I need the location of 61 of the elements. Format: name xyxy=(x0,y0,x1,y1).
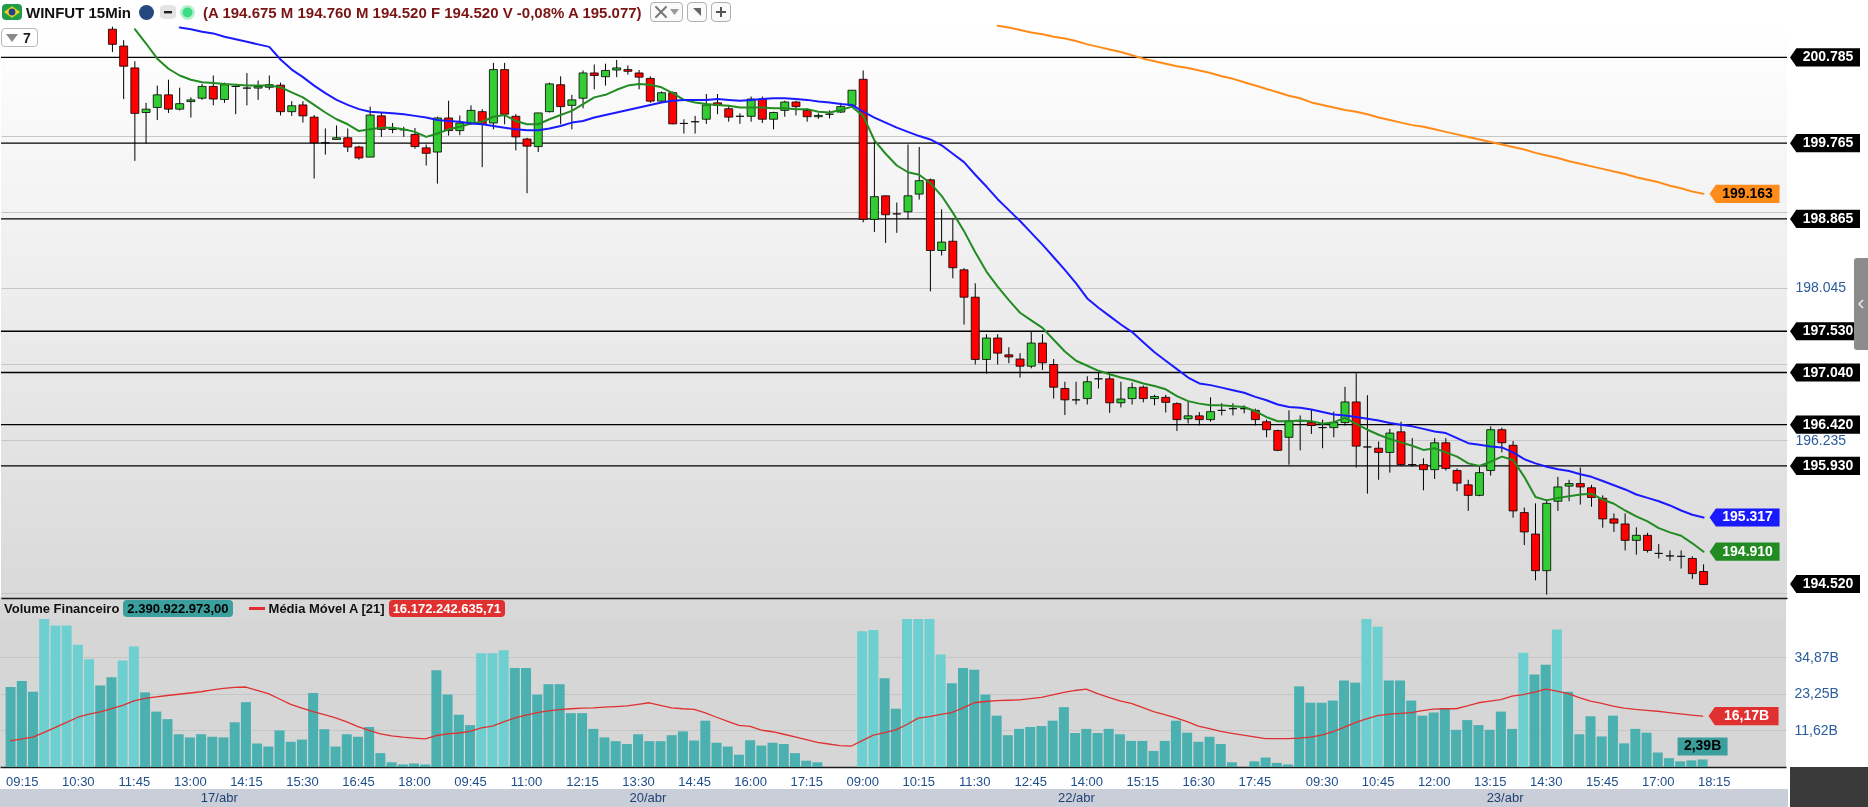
data-label: 199.163 xyxy=(1722,184,1774,201)
y-tick-label: 196.235 xyxy=(1795,431,1847,448)
x-tick-label: 11:45 xyxy=(118,773,151,789)
text: 20/abr xyxy=(629,790,667,805)
y-tick-label: 11,62B xyxy=(1794,721,1838,738)
ref-line-label: 195.930 xyxy=(1802,456,1854,473)
x-tick-label: 15:45 xyxy=(1585,773,1619,789)
x-tick-label: 10:45 xyxy=(1361,773,1395,789)
x-tick-label: 15:15 xyxy=(1126,773,1160,789)
x-tick-label: 18:00 xyxy=(398,773,431,789)
x-tick-label: 17:00 xyxy=(1641,773,1675,789)
x-tick-label: 12:45 xyxy=(1014,773,1048,789)
x-tick-label: 16:00 xyxy=(734,773,767,789)
x-tick-label: 11:30 xyxy=(958,773,991,789)
ref-line-label: 199.765 xyxy=(1802,134,1854,151)
text: 194.520 xyxy=(1802,575,1854,591)
x-tick-label: 09:30 xyxy=(1305,773,1339,789)
x-tick-label: 14:45 xyxy=(678,773,711,789)
count-dropdown: 7 xyxy=(1,28,38,47)
text: (A 194.675 M 194.760 M 194.520 F 194.520 V -0,08% A 195.077) xyxy=(203,3,642,21)
annotation: 7 xyxy=(23,29,31,46)
x-tick-label: 10:15 xyxy=(902,773,935,789)
x-tick-label: 12:15 xyxy=(566,773,599,789)
x-tick-label: 17:45 xyxy=(1238,773,1272,789)
y-tick-label: 34,87B xyxy=(1794,648,1839,665)
x-tick-label: 15:30 xyxy=(286,773,319,789)
text: 22/abr xyxy=(1058,790,1096,805)
x-tick-label: 14:15 xyxy=(230,773,263,789)
text: 17/abr xyxy=(200,790,239,805)
ref-line-label: 197.040 xyxy=(1802,363,1854,380)
x-tick-label: 17:15 xyxy=(790,773,823,789)
ref-line-label: 200.785 xyxy=(1802,48,1854,65)
x-tick-label: 13:30 xyxy=(622,773,655,789)
x-tick-label: 10:30 xyxy=(62,773,95,789)
text: 2.390.922.973,00 xyxy=(123,599,233,617)
x-tick-label: 13:00 xyxy=(174,773,207,789)
data-label: 195.317 xyxy=(1722,508,1774,525)
x-tick-label: 16:30 xyxy=(1182,773,1216,789)
ref-line-label: 196.420 xyxy=(1802,415,1854,432)
x-tick-label: 14:00 xyxy=(1070,773,1104,789)
data-label: 16,17B xyxy=(1723,707,1770,724)
x-tick-label: 09:15 xyxy=(6,773,39,789)
chart-title: WINFUT 15Min xyxy=(26,3,131,21)
legend-label: Média Móvel A [21] xyxy=(268,600,385,616)
ref-line-label: 198.865 xyxy=(1802,209,1854,226)
x-tick-label: 13:15 xyxy=(1473,773,1507,789)
x-tick-label: 16:45 xyxy=(342,773,375,789)
x-tick-label: 11:00 xyxy=(510,773,543,789)
text: 23/abr xyxy=(1486,790,1525,805)
ref-line-label: 197.530 xyxy=(1802,322,1854,339)
x-tick-label: 09:00 xyxy=(846,773,879,789)
series-label: Volume Financeiro xyxy=(4,600,120,616)
y-tick-label: 23,25B xyxy=(1794,685,1839,702)
x-tick-label: 18:15 xyxy=(1698,773,1731,789)
text: 16.172.242.635,71 xyxy=(388,599,506,617)
y-tick-label: 198.045 xyxy=(1795,279,1847,296)
data-label: 2,39B xyxy=(1683,737,1722,754)
data-label: 194.910 xyxy=(1722,542,1774,559)
x-tick-label: 14:30 xyxy=(1529,773,1563,789)
x-tick-label: 09:45 xyxy=(454,773,487,789)
x-tick-label: 12:00 xyxy=(1417,773,1451,789)
